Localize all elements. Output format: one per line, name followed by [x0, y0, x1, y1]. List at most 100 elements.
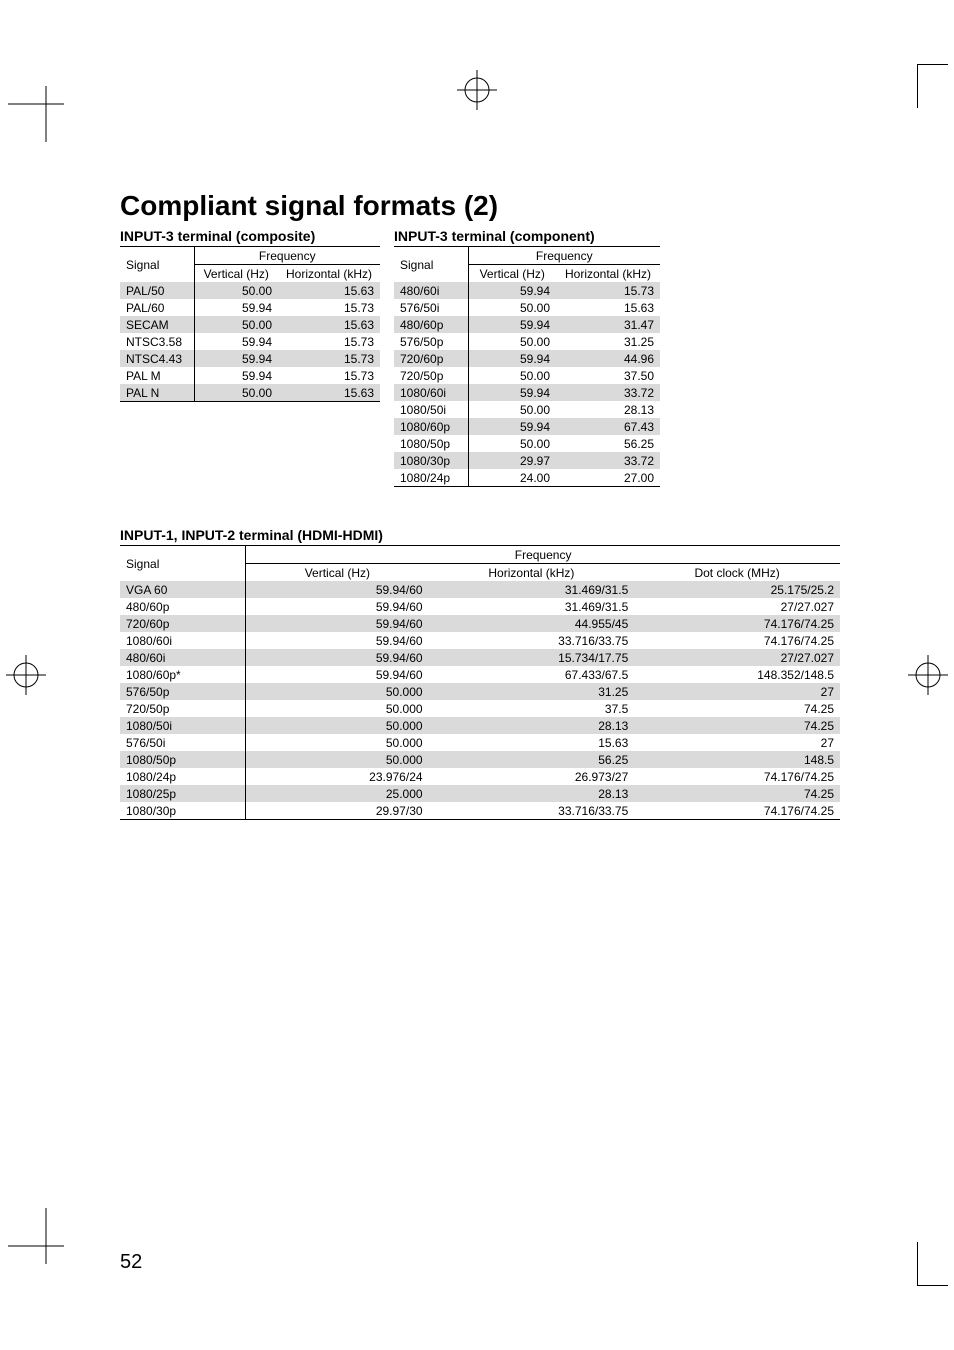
table-row: 480/60p59.9431.47	[394, 316, 660, 333]
table-header: Frequency	[468, 247, 660, 265]
signal-cell: NTSC3.58	[120, 333, 194, 350]
horiz-cell: 33.716/33.75	[429, 802, 635, 820]
signal-cell: 720/60p	[394, 350, 468, 367]
horiz-cell: 67.433/67.5	[429, 666, 635, 683]
vert-cell: 29.97/30	[246, 802, 429, 820]
horiz-cell: 56.25	[429, 751, 635, 768]
table-header: Frequency	[246, 546, 840, 564]
vert-cell: 50.00	[194, 384, 278, 402]
signal-cell: 480/60i	[394, 282, 468, 299]
vert-cell: 50.00	[194, 282, 278, 299]
dot-cell: 74.25	[634, 785, 840, 802]
table-row: 576/50p50.0031.25	[394, 333, 660, 350]
component-table-block: INPUT-3 terminal (component) Signal Freq…	[394, 228, 660, 487]
table-row: 480/60p59.94/6031.469/31.527/27.027	[120, 598, 840, 615]
signal-cell: 1080/30p	[120, 802, 246, 820]
horiz-cell: 37.5	[429, 700, 635, 717]
horiz-cell: 33.72	[556, 452, 660, 469]
signal-cell: 1080/60p	[394, 418, 468, 435]
horiz-cell: 15.63	[278, 316, 380, 333]
vert-cell: 59.94	[468, 350, 556, 367]
composite-table-block: INPUT-3 terminal (composite) Signal Freq…	[120, 228, 380, 487]
signal-cell: 576/50i	[120, 734, 246, 751]
composite-table: Signal Frequency Vertical (Hz) Horizonta…	[120, 246, 380, 402]
vert-cell: 25.000	[246, 785, 429, 802]
dot-cell: 148.5	[634, 751, 840, 768]
signal-cell: PAL N	[120, 384, 194, 402]
vert-cell: 50.000	[246, 751, 429, 768]
table-header: Signal	[120, 247, 194, 283]
hdmi-table: Signal Frequency Vertical (Hz) Horizonta…	[120, 545, 840, 820]
dot-cell: 27	[634, 683, 840, 700]
horiz-cell: 27.00	[556, 469, 660, 487]
signal-cell: 1080/50i	[120, 717, 246, 734]
vert-cell: 50.000	[246, 683, 429, 700]
horiz-cell: 33.716/33.75	[429, 632, 635, 649]
horiz-cell: 15.73	[556, 282, 660, 299]
horiz-cell: 56.25	[556, 435, 660, 452]
signal-cell: 576/50p	[394, 333, 468, 350]
vert-cell: 29.97	[468, 452, 556, 469]
signal-cell: PAL/60	[120, 299, 194, 316]
vert-cell: 50.000	[246, 717, 429, 734]
vert-cell: 59.94	[468, 384, 556, 401]
table-row: VGA 6059.94/6031.469/31.525.175/25.2	[120, 581, 840, 598]
table-header: Signal	[120, 546, 246, 582]
signal-cell: 480/60p	[394, 316, 468, 333]
dot-cell: 27/27.027	[634, 649, 840, 666]
signal-cell: 1080/24p	[120, 768, 246, 785]
table-header: Horizontal (kHz)	[429, 564, 635, 582]
vert-cell: 24.00	[468, 469, 556, 487]
vert-cell: 59.94/60	[246, 581, 429, 598]
dot-cell: 25.175/25.2	[634, 581, 840, 598]
crop-mark-icon	[8, 86, 64, 142]
horiz-cell: 15.734/17.75	[429, 649, 635, 666]
component-table: Signal Frequency Vertical (Hz) Horizonta…	[394, 246, 660, 487]
signal-cell: 1080/60p*	[120, 666, 246, 683]
horiz-cell: 31.25	[556, 333, 660, 350]
hdmi-section-title: INPUT-1, INPUT-2 terminal (HDMI-HDMI)	[120, 527, 900, 543]
vert-cell: 59.94/60	[246, 615, 429, 632]
table-row: 720/60p59.9444.96	[394, 350, 660, 367]
vert-cell: 59.94/60	[246, 666, 429, 683]
vert-cell: 59.94	[194, 333, 278, 350]
horiz-cell: 28.13	[429, 785, 635, 802]
signal-cell: PAL M	[120, 367, 194, 384]
table-header: Frequency	[194, 247, 380, 265]
dot-cell: 74.176/74.25	[634, 768, 840, 785]
horiz-cell: 15.73	[278, 299, 380, 316]
dot-cell: 74.176/74.25	[634, 802, 840, 820]
registration-mark-icon	[457, 70, 497, 110]
horiz-cell: 33.72	[556, 384, 660, 401]
dot-cell: 74.25	[634, 700, 840, 717]
table-header: Signal	[394, 247, 468, 283]
signal-cell: 1080/50p	[394, 435, 468, 452]
table-row: 480/60i59.94/6015.734/17.7527/27.027	[120, 649, 840, 666]
signal-cell: 1080/60i	[394, 384, 468, 401]
horiz-cell: 37.50	[556, 367, 660, 384]
table-row: 1080/60p*59.94/6067.433/67.5148.352/148.…	[120, 666, 840, 683]
composite-section-title: INPUT-3 terminal (composite)	[120, 228, 380, 244]
table-row: 576/50i50.00015.6327	[120, 734, 840, 751]
signal-cell: 1080/25p	[120, 785, 246, 802]
signal-cell: 1080/50p	[120, 751, 246, 768]
vert-cell: 50.000	[246, 700, 429, 717]
vert-cell: 50.00	[468, 367, 556, 384]
vert-cell: 59.94	[194, 350, 278, 367]
table-row: SECAM50.0015.63	[120, 316, 380, 333]
horiz-cell: 15.73	[278, 333, 380, 350]
horiz-cell: 44.96	[556, 350, 660, 367]
table-row: 720/60p59.94/6044.955/4574.176/74.25	[120, 615, 840, 632]
table-row: 576/50i50.0015.63	[394, 299, 660, 316]
signal-cell: 1080/24p	[394, 469, 468, 487]
table-row: 1080/25p25.00028.1374.25	[120, 785, 840, 802]
table-row: PAL M59.9415.73	[120, 367, 380, 384]
table-row: PAL/6059.9415.73	[120, 299, 380, 316]
signal-cell: 480/60p	[120, 598, 246, 615]
vert-cell: 50.00	[468, 299, 556, 316]
horiz-cell: 31.469/31.5	[429, 598, 635, 615]
vert-cell: 50.00	[194, 316, 278, 333]
horiz-cell: 15.63	[278, 384, 380, 402]
vert-cell: 50.00	[468, 333, 556, 350]
crop-guide-line	[918, 1285, 948, 1286]
